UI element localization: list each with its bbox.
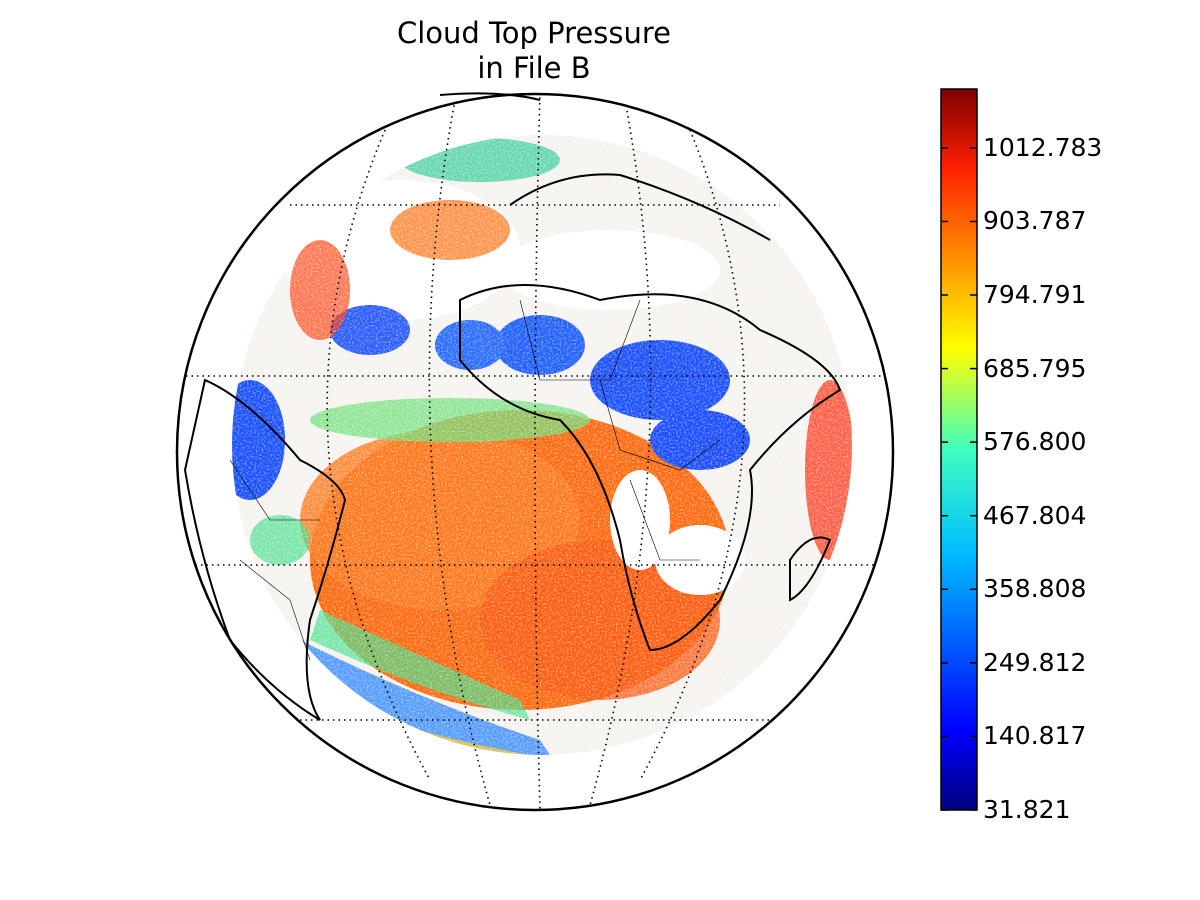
colorbar-tick-label: 249.812 (983, 647, 1087, 677)
globe-limb (175, 92, 895, 812)
colorbar-tick-label: 358.808 (983, 574, 1087, 604)
colorbar-tick-label: 576.800 (983, 427, 1087, 457)
country-borders (229, 299, 721, 661)
colorbar-tick-label: 794.791 (983, 280, 1087, 309)
chart-subtitle: in File B (477, 51, 591, 85)
colorbar-ticks (941, 147, 977, 811)
chart-title: Cloud Top Pressure (396, 16, 672, 50)
colorbar-tick-label: 140.817 (983, 721, 1087, 751)
colorbar-tick-label: 31.821 (983, 795, 1071, 824)
colorbar-tick-label: 467.804 (983, 500, 1087, 530)
coastlines (183, 92, 842, 721)
colorbar-tick-label: 1012.783 (983, 132, 1103, 162)
colorbar (940, 88, 978, 811)
colorbar-tick-label: 685.795 (983, 353, 1087, 383)
colorbar-tick-label: 903.787 (983, 206, 1087, 236)
